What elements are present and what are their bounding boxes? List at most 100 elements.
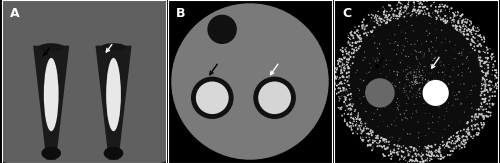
Point [476, 63, 484, 66]
Point [418, 10, 426, 12]
Point [407, 72, 415, 75]
Point [398, 150, 406, 152]
Point [453, 29, 461, 32]
Point [416, 145, 424, 148]
Point [426, 22, 434, 25]
Point [409, 159, 417, 162]
Point [386, 19, 394, 22]
Point [412, 110, 420, 112]
FancyBboxPatch shape [0, 0, 170, 163]
Point [344, 94, 351, 97]
Point [474, 124, 482, 126]
Point [407, 15, 415, 17]
Point [339, 51, 347, 53]
Point [342, 71, 350, 74]
Point [472, 113, 480, 115]
Point [386, 10, 394, 13]
Point [427, 64, 435, 67]
Point [392, 124, 400, 127]
Point [474, 45, 482, 47]
Point [420, 52, 428, 54]
Point [467, 44, 475, 46]
Point [341, 118, 349, 121]
Point [486, 84, 494, 86]
Point [416, 75, 424, 78]
Point [478, 113, 486, 116]
Point [488, 69, 496, 72]
Point [478, 112, 486, 115]
Point [372, 17, 380, 19]
Point [434, 148, 442, 150]
Point [344, 34, 352, 37]
Point [410, 149, 418, 151]
Point [396, 7, 404, 9]
Point [337, 68, 345, 71]
Point [402, 6, 410, 9]
Point [396, 81, 404, 84]
Point [434, 12, 442, 14]
Point [477, 45, 485, 47]
Point [340, 88, 348, 90]
Point [402, 32, 409, 34]
Point [341, 97, 349, 99]
Point [484, 64, 492, 67]
Point [480, 80, 488, 82]
Ellipse shape [106, 58, 121, 131]
Point [362, 136, 370, 139]
Point [411, 76, 419, 78]
Point [456, 28, 464, 31]
Point [476, 51, 484, 53]
Point [333, 76, 341, 78]
Point [448, 149, 456, 152]
Point [392, 15, 400, 17]
Point [470, 41, 478, 44]
Point [410, 79, 418, 82]
Point [347, 108, 355, 111]
Point [390, 84, 398, 87]
Point [478, 103, 486, 106]
Point [354, 133, 362, 135]
Point [341, 48, 349, 51]
Point [388, 136, 396, 138]
Point [386, 17, 394, 19]
Point [404, 40, 411, 43]
Point [336, 87, 344, 90]
Point [413, 0, 421, 2]
Point [354, 87, 362, 90]
Point [388, 92, 396, 95]
Point [346, 109, 354, 112]
Point [338, 108, 345, 111]
Point [360, 23, 368, 26]
Ellipse shape [365, 78, 394, 108]
Point [424, 12, 432, 15]
Point [413, 111, 421, 114]
Point [404, 76, 411, 79]
Point [478, 36, 486, 38]
Point [406, 150, 413, 153]
Point [393, 71, 401, 73]
Point [347, 32, 355, 34]
Point [376, 72, 384, 75]
Point [375, 17, 383, 20]
Point [382, 59, 390, 61]
Point [443, 93, 451, 96]
Point [416, 6, 424, 8]
Point [402, 109, 410, 112]
Point [410, 9, 418, 11]
Point [474, 57, 482, 59]
Point [342, 103, 349, 105]
Point [342, 50, 350, 53]
Point [460, 27, 468, 30]
Point [349, 41, 357, 44]
Point [476, 58, 484, 61]
Point [343, 121, 351, 124]
Point [460, 23, 468, 26]
Point [366, 62, 374, 65]
Point [338, 64, 346, 67]
Point [407, 43, 415, 46]
Point [386, 59, 394, 62]
Point [474, 108, 482, 111]
Point [444, 19, 452, 22]
Point [398, 31, 406, 33]
Point [466, 24, 474, 26]
